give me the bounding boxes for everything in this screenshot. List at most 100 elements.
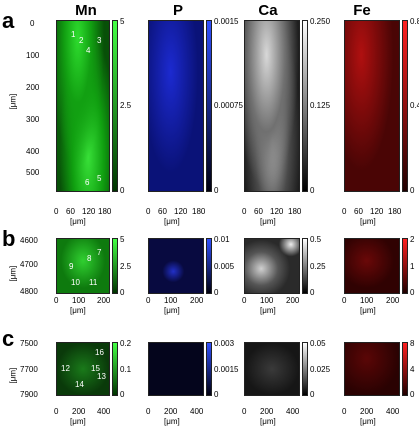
y-axis-unit-a: [μm]	[8, 93, 18, 110]
y-tick-c: 7700	[20, 365, 38, 374]
cbar-min: 0	[120, 288, 125, 297]
x-tick-a: 0	[146, 207, 151, 216]
x-tick-a: 180	[288, 207, 302, 216]
panel-label-a: a	[2, 8, 15, 33]
x-tick-c: 400	[190, 407, 204, 416]
x-tick-a: 0	[54, 207, 59, 216]
x-axis-unit-b: [μm]	[360, 306, 376, 315]
x-tick-c: 200	[260, 407, 274, 416]
x-tick-b: 100	[164, 296, 178, 305]
cbar-max: 5	[120, 235, 125, 244]
marker-label: 13	[97, 372, 106, 381]
cbar-max: 0.05	[310, 339, 326, 348]
cbar-min: 0	[410, 288, 415, 297]
x-tick-c: 0	[242, 407, 247, 416]
cbar-mid: 0.25	[310, 262, 326, 271]
cbar-min: 0	[214, 390, 219, 399]
cbar-mid: 0.125	[310, 101, 331, 110]
header-fe: Fe	[353, 2, 371, 19]
x-tick-b: 100	[72, 296, 86, 305]
cbar-min: 0	[120, 390, 125, 399]
cbar-max: 0.01	[214, 235, 230, 244]
marker-label: 4	[86, 46, 91, 55]
marker-label: 7	[97, 248, 102, 257]
x-tick-b: 200	[190, 296, 204, 305]
x-tick-b: 200	[386, 296, 400, 305]
y-tick-a: 100	[26, 51, 40, 60]
x-tick-a: 120	[82, 207, 96, 216]
x-tick-b: 100	[260, 296, 274, 305]
ca-map-b	[244, 238, 300, 294]
cbar-max: 5	[120, 17, 125, 26]
y-tick-b: 4700	[20, 260, 38, 269]
marker-label: 1	[71, 30, 76, 39]
colorbar-ca-a	[302, 20, 308, 192]
marker-label: 8	[87, 254, 92, 263]
x-tick-a: 120	[270, 207, 284, 216]
p-map-b	[148, 238, 204, 294]
x-axis-unit-c: [μm]	[164, 417, 180, 426]
x-tick-a: 60	[158, 207, 167, 216]
cbar-max: 0.2	[120, 339, 132, 348]
header-mn: Mn	[75, 2, 97, 19]
x-tick-a: 0	[242, 207, 247, 216]
x-axis-unit-b: [μm]	[70, 306, 86, 315]
x-axis-unit-b: [μm]	[164, 306, 180, 315]
cbar-max: 2	[410, 235, 415, 244]
colorbar-mn-a	[112, 20, 118, 192]
marker-label: 10	[71, 278, 80, 287]
cbar-min: 0	[310, 390, 315, 399]
colorbar-p-b	[206, 238, 212, 294]
y-tick-b: 4800	[20, 287, 38, 296]
x-tick-b: 100	[360, 296, 374, 305]
y-tick-b: 4600	[20, 236, 38, 245]
cbar-min: 0	[410, 390, 415, 399]
cbar-mid: 2.5	[120, 101, 132, 110]
x-tick-c: 200	[72, 407, 86, 416]
x-tick-c: 0	[54, 407, 59, 416]
p-map-a	[148, 20, 204, 192]
x-tick-a: 180	[388, 207, 402, 216]
x-tick-a: 60	[66, 207, 75, 216]
cbar-mid: 0.005	[214, 262, 235, 271]
y-axis-unit-c: [μm]	[8, 367, 18, 384]
colorbar-ca-b	[302, 238, 308, 294]
colorbar-p-a	[206, 20, 212, 192]
colorbar-p-c	[206, 342, 212, 396]
cbar-max: 0.250	[310, 17, 331, 26]
cbar-max: 8	[410, 339, 415, 348]
x-tick-c: 200	[360, 407, 374, 416]
x-axis-unit-a: [μm]	[70, 217, 86, 226]
x-tick-c: 0	[146, 407, 151, 416]
cbar-mid: 2.5	[120, 262, 132, 271]
p-map-c	[148, 342, 204, 396]
x-tick-b: 0	[54, 296, 59, 305]
mn-map-a: 1 2 3 4 5 6	[56, 20, 110, 192]
colorbar-ca-c	[302, 342, 308, 396]
y-tick-a: 0	[30, 19, 35, 28]
ca-map-a	[244, 20, 300, 192]
marker-label: 16	[95, 348, 104, 357]
x-tick-b: 200	[286, 296, 300, 305]
x-tick-a: 60	[254, 207, 263, 216]
x-axis-unit-b: [μm]	[260, 306, 276, 315]
x-tick-a: 120	[370, 207, 384, 216]
x-axis-unit-a: [μm]	[260, 217, 276, 226]
cbar-min: 0	[310, 288, 315, 297]
y-tick-c: 7900	[20, 390, 38, 399]
fe-map-b	[344, 238, 400, 294]
x-tick-c: 200	[164, 407, 178, 416]
x-tick-a: 180	[98, 207, 112, 216]
mn-map-c: 16 12 15 13 14	[56, 342, 110, 396]
y-tick-a: 400	[26, 147, 40, 156]
y-tick-a: 200	[26, 83, 40, 92]
marker-label: 3	[97, 36, 102, 45]
x-axis-unit-a: [μm]	[360, 217, 376, 226]
cbar-min: 0	[214, 288, 219, 297]
cbar-min: 0	[120, 186, 125, 195]
cbar-min: 0	[214, 186, 219, 195]
y-tick-a: 500	[26, 168, 40, 177]
fe-map-c	[344, 342, 400, 396]
cbar-mid: 0.00075	[214, 101, 243, 110]
cbar-mid: 0.4	[410, 101, 419, 110]
